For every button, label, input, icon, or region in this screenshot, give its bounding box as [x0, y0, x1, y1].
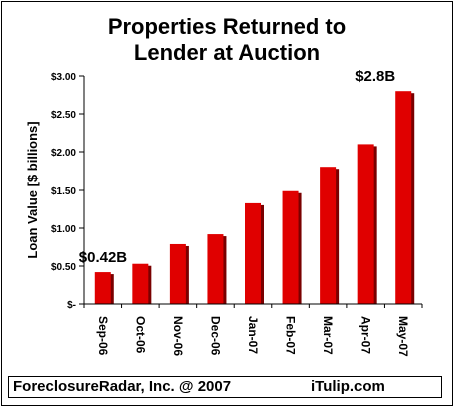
data-annotation: $2.8B [355, 68, 395, 85]
x-tick-label: Apr-07 [359, 316, 373, 354]
bar [320, 167, 337, 304]
x-tick-label: Dec-06 [208, 316, 222, 356]
y-tick-label: $1.00 [51, 224, 76, 235]
x-tick-label: Jan-07 [246, 316, 260, 354]
bar [132, 263, 149, 304]
footer-source-text: ForeclosureRadar, Inc. @ 2007 [13, 378, 232, 395]
bar [245, 202, 261, 304]
plot-area: $- $0.50 $1.00 $1.50 $2.00 $2.50 $3.00 Sep-06 Oc… [51, 68, 423, 357]
bar [395, 91, 412, 304]
source-footer: ForeclosureRadar, Inc. @ 2007 iTulip.com [8, 376, 442, 398]
bar [357, 144, 374, 304]
bar-chart: Properties Returned to Lender at Auction… [25, 14, 423, 357]
bar [94, 272, 111, 304]
x-tick-label: May-07 [396, 316, 410, 357]
footer-site-text: iTulip.com [311, 378, 385, 395]
y-tick-label: $0.50 [51, 262, 76, 273]
data-annotation: $0.42B [79, 249, 128, 266]
y-tick-label: $1.50 [51, 186, 76, 197]
bar [207, 234, 224, 304]
bar [282, 190, 299, 304]
y-tick-label: $- [67, 300, 76, 311]
chart-title-line-2: Lender at Auction [134, 40, 320, 65]
chart-title-line-1: Properties Returned to [108, 14, 346, 39]
x-tick-label: Sep-06 [96, 316, 110, 356]
x-tick-label: Nov-06 [171, 316, 185, 356]
y-tick-label: $3.00 [51, 72, 76, 83]
y-axis-label: Loan Value [$ billions] [25, 121, 40, 258]
y-tick-label: $2.50 [51, 110, 76, 121]
x-tick-label: Feb-07 [284, 316, 298, 355]
y-tick-label: $2.00 [51, 148, 76, 159]
x-tick-label: Oct-06 [133, 316, 147, 354]
x-tick-label: Mar-07 [321, 316, 335, 355]
bar [169, 243, 186, 304]
